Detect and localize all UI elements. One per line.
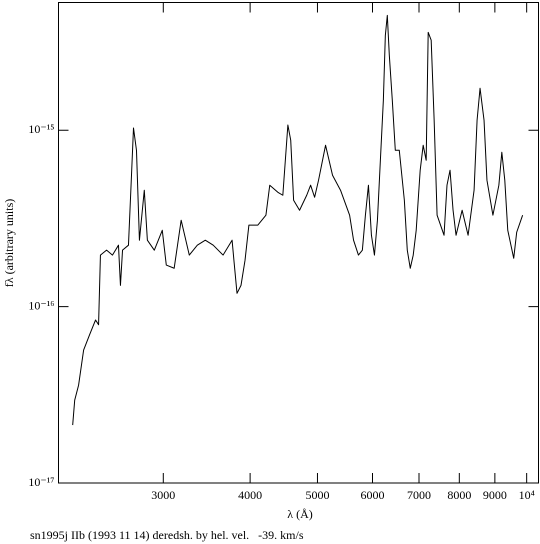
spectrum-line: [72, 14, 524, 426]
y-tick-label: 10⁻¹⁶: [28, 298, 54, 312]
x-tick-label: 5000: [305, 488, 329, 502]
x-tick-label: 3000: [151, 488, 175, 502]
caption: sn1995j IIb (1993 11 14) deredsh. by hel…: [30, 528, 304, 542]
y-tick-label: 10⁻¹⁵: [28, 122, 54, 136]
plot-frame: [58, 2, 539, 484]
x-tick-label: 4000: [238, 488, 262, 502]
x-tick-label: 10⁴: [519, 488, 535, 502]
y-axis-label: fλ (arbitrary units): [2, 199, 16, 287]
x-axis-label: λ (Å): [287, 507, 312, 521]
x-tick-label: 9000: [483, 488, 507, 502]
x-tick-label: 8000: [447, 488, 471, 502]
y-tick-label: 10⁻¹⁷: [28, 475, 54, 489]
x-tick-label: 7000: [407, 488, 431, 502]
x-tick-label: 6000: [360, 488, 384, 502]
